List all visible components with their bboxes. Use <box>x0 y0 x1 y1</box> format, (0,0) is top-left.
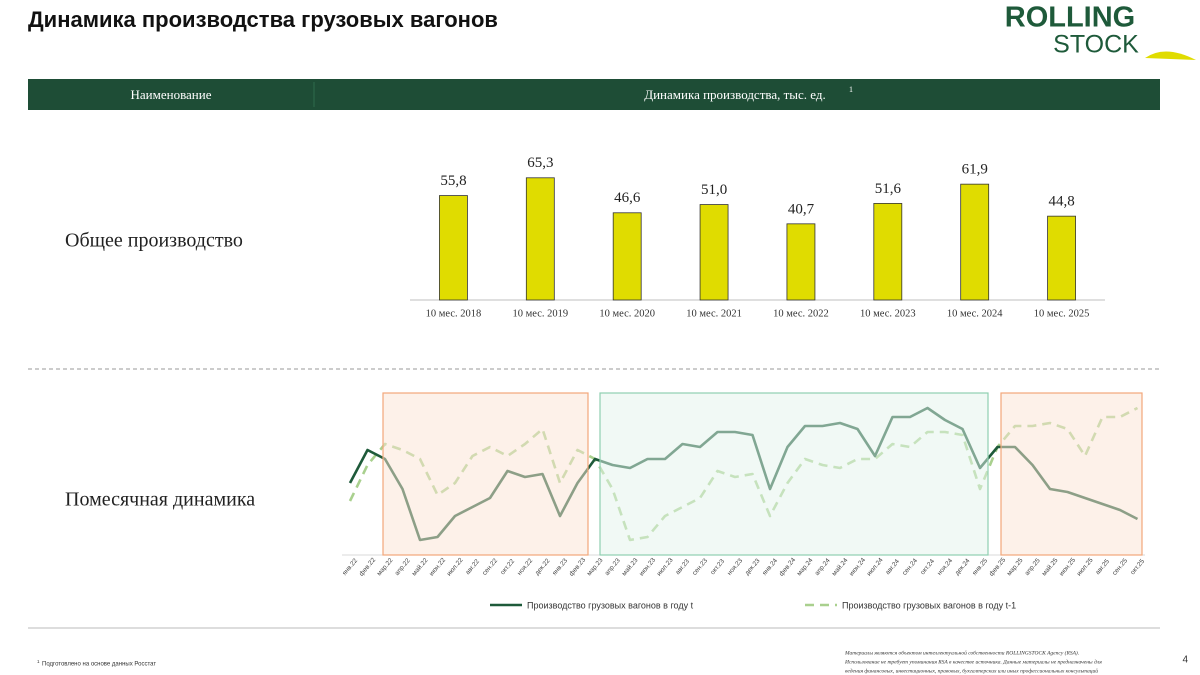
x-tick-label: апр.23 <box>604 557 622 577</box>
x-tick-label: авг.22 <box>464 558 481 576</box>
page-number: 4 <box>1182 655 1188 666</box>
legend-label: Производство грузовых вагонов в году t-1 <box>842 600 1016 610</box>
x-tick-label: сен.22 <box>481 557 499 577</box>
x-tick-label: мар.22 <box>376 557 395 578</box>
x-tick-label: апр.24 <box>814 557 832 577</box>
x-tick-label: 10 мес. 2025 <box>1034 308 1090 319</box>
period-box <box>382 392 589 556</box>
x-tick-label: 10 мес. 2019 <box>513 308 569 319</box>
row-label: Помесячная динамика <box>65 489 255 511</box>
x-tick-label: сен.23 <box>691 557 709 577</box>
x-tick-label: апр.25 <box>1024 557 1042 577</box>
bar-label: 61,9 <box>962 162 988 178</box>
header-col2: Динамика производства, тыс. ед. <box>644 87 826 102</box>
header-col1: Наименование <box>131 87 212 102</box>
x-tick-label: мар.24 <box>796 557 815 578</box>
x-tick-label: июл.22 <box>446 556 465 577</box>
x-tick-label: мар.23 <box>586 557 605 578</box>
bar <box>1047 215 1076 301</box>
logo-sun <box>1145 51 1196 60</box>
x-tick-label: 10 мес. 2018 <box>426 308 482 319</box>
x-tick-label: янв.24 <box>761 557 779 577</box>
x-tick-label: окт.23 <box>709 558 726 576</box>
table-header <box>28 79 1160 110</box>
bar-label: 40,7 <box>788 201 815 217</box>
x-tick-label: май.23 <box>620 556 640 577</box>
x-tick-label: ноя.22 <box>516 557 534 577</box>
x-tick-label: июл.25 <box>1076 556 1095 577</box>
footnote: Подготовлено на основе данных Росстат <box>42 662 156 668</box>
x-tick-label: май.22 <box>410 556 430 577</box>
bar-label: 65,3 <box>527 155 553 171</box>
logo-bottom: STOCK <box>1053 31 1139 59</box>
x-tick-label: авг.24 <box>884 558 901 576</box>
x-tick-label: апр.22 <box>394 557 412 577</box>
bar <box>439 195 468 301</box>
x-tick-label: июн.22 <box>428 557 447 578</box>
x-tick-label: май.24 <box>830 556 850 577</box>
x-tick-label: янв.22 <box>341 557 359 577</box>
x-tick-label: сен.25 <box>1111 557 1129 577</box>
x-tick-label: окт.22 <box>499 558 516 576</box>
bar <box>699 204 729 301</box>
x-tick-label: июн.25 <box>1058 557 1077 578</box>
bar <box>612 212 642 301</box>
bar <box>873 203 903 301</box>
x-tick-label: фев.23 <box>568 556 587 577</box>
x-tick-label: окт.24 <box>919 558 936 576</box>
x-tick-label: ноя.23 <box>726 557 744 577</box>
x-tick-label: ноя.24 <box>936 557 954 577</box>
x-tick-label: июн.23 <box>638 557 657 578</box>
x-tick-label: авг.23 <box>674 558 691 576</box>
x-tick-label: фев.24 <box>778 556 797 577</box>
x-tick-label: окт.25 <box>1129 558 1146 576</box>
x-tick-label: июл.24 <box>866 556 885 577</box>
x-tick-label: фев.25 <box>988 556 1007 577</box>
bar-label: 51,6 <box>875 181 902 197</box>
x-tick-label: июл.23 <box>656 556 675 577</box>
row-label: Общее производство <box>65 230 243 252</box>
bar-label: 46,6 <box>614 190 641 206</box>
slide-title: Динамика производства грузовых вагонов <box>28 7 498 32</box>
x-tick-label: дек.24 <box>954 557 972 577</box>
x-tick-label: фев.22 <box>358 556 377 577</box>
disclaimer: Материалы являются объектом интеллектуал… <box>844 649 1079 656</box>
bar <box>786 223 816 301</box>
bar <box>525 177 555 301</box>
x-tick-label: июн.24 <box>848 557 867 578</box>
x-tick-label: янв.23 <box>551 557 569 577</box>
x-tick-label: 10 мес. 2022 <box>773 308 829 319</box>
x-tick-label: авг.25 <box>1094 558 1111 576</box>
legend-label: Производство грузовых вагонов в году t <box>527 600 694 610</box>
bar-label: 51,0 <box>701 182 727 198</box>
disclaimer: Использование не требует упоминания RSA … <box>844 658 1102 665</box>
x-tick-label: янв.25 <box>971 557 989 577</box>
x-tick-label: дек.22 <box>534 557 552 577</box>
x-tick-label: 10 мес. 2024 <box>947 308 1003 319</box>
logo-top: ROLLING <box>1005 2 1136 34</box>
header-note: 1 <box>849 85 853 94</box>
x-tick-label: мар.25 <box>1006 557 1025 578</box>
x-tick-label: сен.24 <box>901 557 919 577</box>
x-tick-label: дек.23 <box>744 557 762 577</box>
bar-label: 55,8 <box>440 173 466 189</box>
x-tick-label: 10 мес. 2020 <box>599 308 655 319</box>
x-tick-label: 10 мес. 2021 <box>686 308 742 319</box>
footnote-mark: 1 <box>37 659 40 664</box>
x-tick-label: май.25 <box>1040 556 1060 577</box>
period-box <box>1000 392 1143 556</box>
bar <box>960 183 990 301</box>
x-tick-label: 10 мес. 2023 <box>860 308 916 319</box>
disclaimer: ведения финансовых, инвестиционных, прав… <box>845 667 1098 674</box>
bar-label: 44,8 <box>1048 194 1074 210</box>
period-box <box>599 392 989 556</box>
